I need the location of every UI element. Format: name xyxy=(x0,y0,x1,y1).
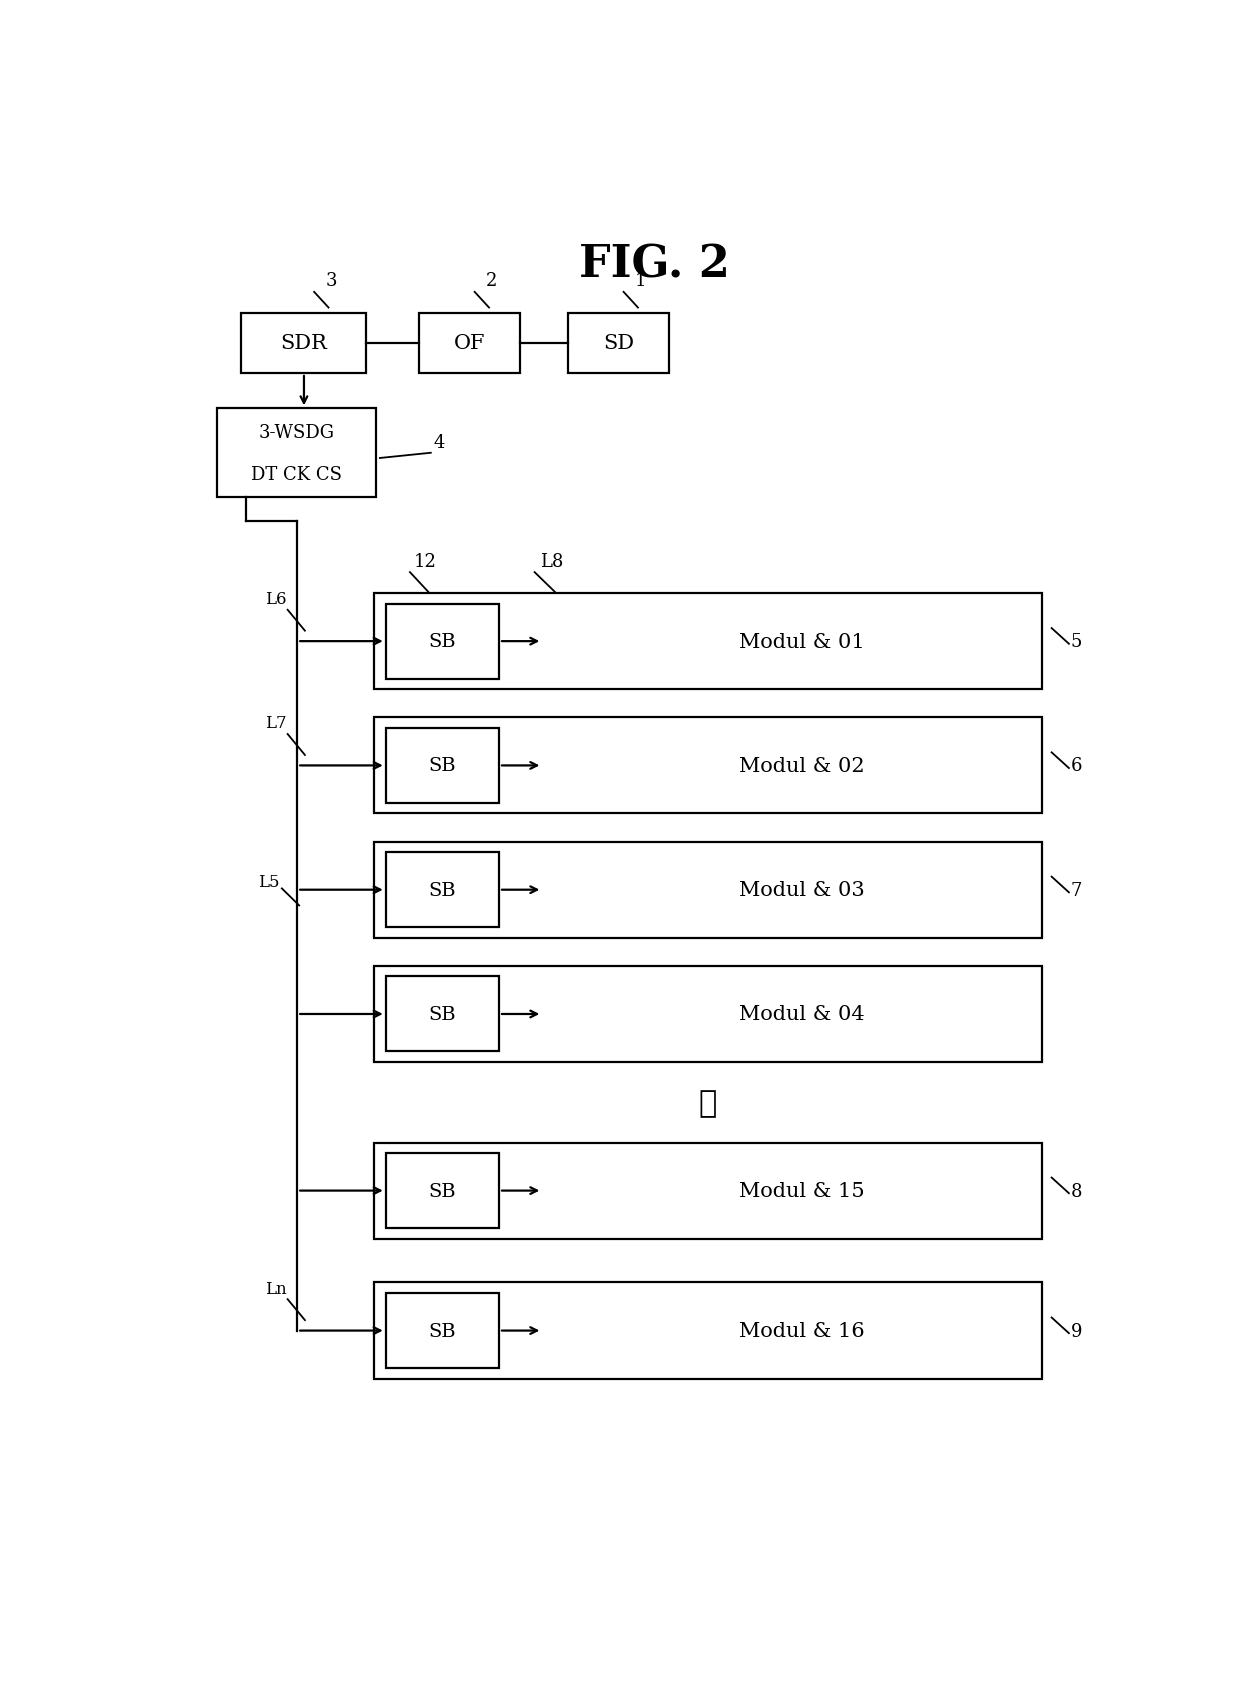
Text: SB: SB xyxy=(429,881,456,900)
Text: 2: 2 xyxy=(486,272,497,290)
Text: DT CK CS: DT CK CS xyxy=(252,465,342,484)
Text: 6: 6 xyxy=(1071,757,1083,774)
Text: Modul & 01: Modul & 01 xyxy=(739,632,864,652)
Bar xyxy=(374,718,1042,813)
Bar xyxy=(217,409,376,498)
Bar xyxy=(568,314,670,374)
Bar xyxy=(386,728,498,803)
Bar xyxy=(374,594,1042,689)
Bar xyxy=(374,1143,1042,1240)
Text: 12: 12 xyxy=(414,552,436,571)
Text: ⋮: ⋮ xyxy=(698,1088,717,1119)
Text: 8: 8 xyxy=(1071,1182,1083,1200)
Text: 3-WSDG: 3-WSDG xyxy=(259,423,335,441)
Text: L6: L6 xyxy=(265,591,286,608)
Text: 3: 3 xyxy=(326,272,337,290)
Text: L7: L7 xyxy=(265,715,286,732)
Text: SB: SB xyxy=(429,1005,456,1024)
Text: Modul & 04: Modul & 04 xyxy=(739,1005,864,1024)
Text: SB: SB xyxy=(429,1321,456,1340)
Text: L8: L8 xyxy=(541,552,564,571)
Text: OF: OF xyxy=(454,335,486,353)
Text: SDR: SDR xyxy=(280,335,327,353)
Text: 9: 9 xyxy=(1071,1321,1083,1340)
Text: Ln: Ln xyxy=(265,1280,286,1297)
Text: SB: SB xyxy=(429,1182,456,1200)
Bar xyxy=(386,976,498,1051)
Text: SD: SD xyxy=(603,335,634,353)
Text: Modul & 03: Modul & 03 xyxy=(739,881,864,900)
Text: 5: 5 xyxy=(1071,633,1083,650)
Text: SB: SB xyxy=(429,633,456,650)
Text: Modul & 15: Modul & 15 xyxy=(739,1182,864,1200)
Text: FIG. 2: FIG. 2 xyxy=(579,245,730,287)
Text: L5: L5 xyxy=(258,874,280,891)
Bar xyxy=(242,314,367,374)
Text: Modul & 02: Modul & 02 xyxy=(739,757,864,776)
Bar xyxy=(374,1282,1042,1379)
Bar xyxy=(386,852,498,927)
Bar xyxy=(386,1294,498,1369)
Bar xyxy=(374,842,1042,939)
Text: Modul & 16: Modul & 16 xyxy=(739,1321,864,1340)
Bar xyxy=(386,604,498,679)
Text: SB: SB xyxy=(429,757,456,774)
Bar xyxy=(374,966,1042,1063)
Text: 1: 1 xyxy=(635,272,646,290)
Text: 7: 7 xyxy=(1071,881,1083,900)
Bar xyxy=(419,314,521,374)
Text: 4: 4 xyxy=(434,435,445,452)
Bar xyxy=(386,1153,498,1228)
